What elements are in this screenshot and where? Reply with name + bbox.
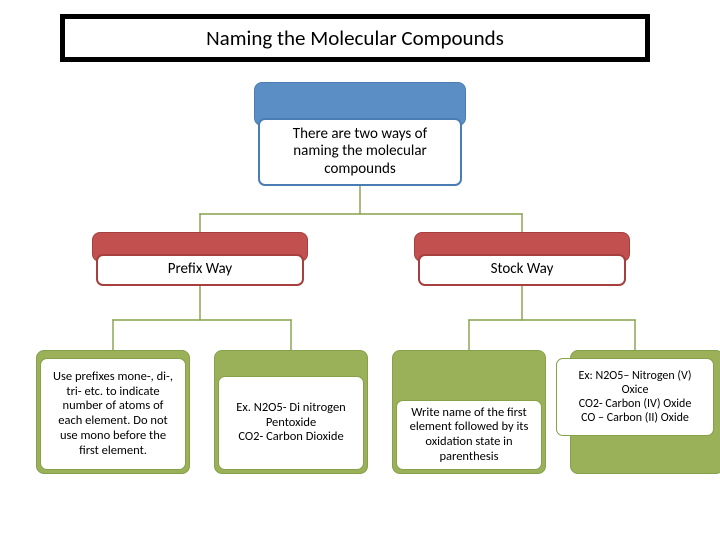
prefix-label: Prefix Way <box>168 261 232 278</box>
stock-example-text: Ex: N2O5– Nitrogen (V) Oxice CO2- Carbon… <box>567 369 703 426</box>
stock-label: Stock Way <box>491 261 554 278</box>
prefix-node: Prefix Way <box>96 254 304 286</box>
prefix-desc-text: Use prefixes mone-, di-, tri- etc. to in… <box>51 370 175 459</box>
stock-desc-node: Write name of the first element followed… <box>396 400 542 470</box>
stock-desc-text: Write name of the first element followed… <box>407 406 531 465</box>
stock-node: Stock Way <box>418 254 626 286</box>
page-title: Naming the Molecular Compounds <box>60 14 650 62</box>
prefix-example-node: Ex. N2O5- Di nitrogen Pentoxide CO2- Car… <box>218 376 364 470</box>
stock-example-node: Ex: N2O5– Nitrogen (V) Oxice CO2- Carbon… <box>556 358 714 436</box>
prefix-example-text: Ex. N2O5- Di nitrogen Pentoxide CO2- Car… <box>229 401 353 445</box>
title-text: Naming the Molecular Compounds <box>206 25 504 51</box>
root-node: There are two ways of naming the molecul… <box>258 118 462 186</box>
root-text: There are two ways of naming the molecul… <box>270 126 450 178</box>
prefix-desc-node: Use prefixes mone-, di-, tri- etc. to in… <box>40 358 186 470</box>
